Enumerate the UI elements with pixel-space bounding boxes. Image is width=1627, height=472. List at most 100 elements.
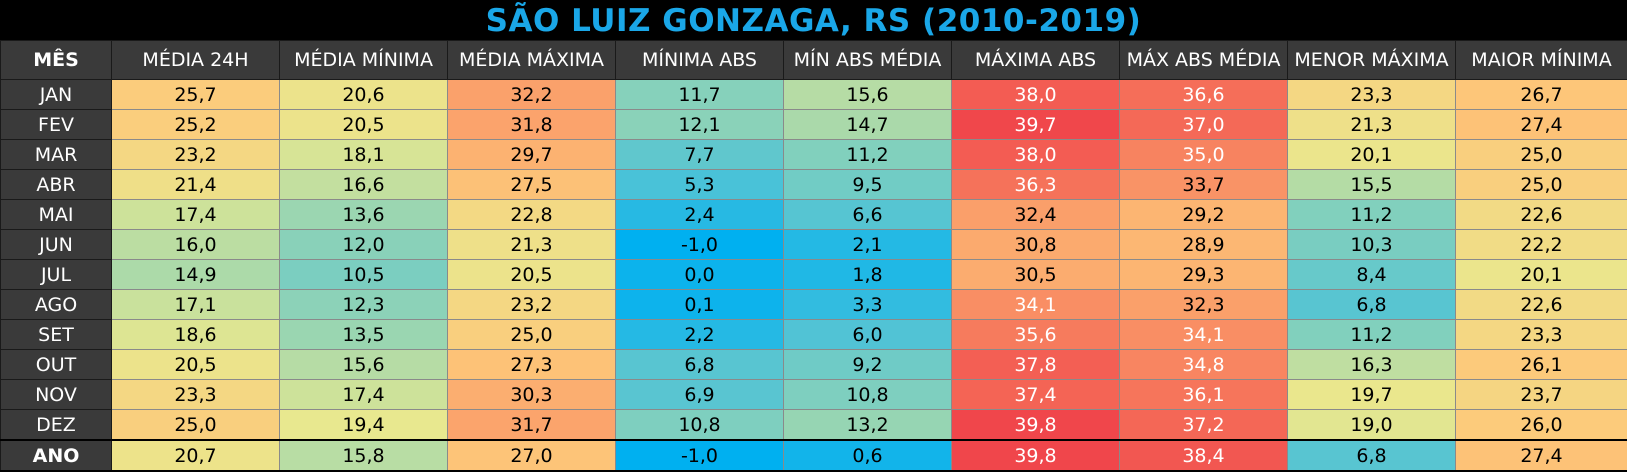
data-cell: 32,3: [1120, 290, 1288, 320]
data-cell: 6,6: [784, 200, 952, 230]
data-cell: 25,0: [448, 320, 616, 350]
data-cell: 22,8: [448, 200, 616, 230]
data-cell: 25,7: [112, 80, 280, 110]
data-cell: 25,0: [112, 410, 280, 441]
data-cell: 39,7: [952, 110, 1120, 140]
data-cell: 7,7: [616, 140, 784, 170]
data-cell: 27,4: [1456, 440, 1627, 471]
data-cell: 10,8: [784, 380, 952, 410]
data-cell: 6,8: [1288, 290, 1456, 320]
data-cell: 20,1: [1288, 140, 1456, 170]
data-cell: 13,6: [280, 200, 448, 230]
data-cell: 21,4: [112, 170, 280, 200]
data-cell: 27,5: [448, 170, 616, 200]
column-header: MENOR MÁXIMA: [1288, 41, 1456, 80]
data-cell: 23,7: [1456, 380, 1627, 410]
data-cell: 23,3: [1456, 320, 1627, 350]
data-cell: 37,2: [1120, 410, 1288, 441]
data-cell: 34,1: [1120, 320, 1288, 350]
data-cell: 5,3: [616, 170, 784, 200]
row-label: JUL: [1, 260, 112, 290]
data-cell: 16,0: [112, 230, 280, 260]
data-cell: 21,3: [448, 230, 616, 260]
data-cell: 36,6: [1120, 80, 1288, 110]
data-cell: 29,2: [1120, 200, 1288, 230]
data-cell: 17,4: [112, 200, 280, 230]
data-cell: 35,0: [1120, 140, 1288, 170]
data-cell: 11,2: [784, 140, 952, 170]
data-cell: 11,7: [616, 80, 784, 110]
data-cell: 38,0: [952, 80, 1120, 110]
data-cell: 25,2: [112, 110, 280, 140]
row-label: OUT: [1, 350, 112, 380]
data-cell: 16,6: [280, 170, 448, 200]
data-cell: 12,1: [616, 110, 784, 140]
column-header: MÊS: [1, 41, 112, 80]
column-header: MÍNIMA ABS: [616, 41, 784, 80]
column-header: MÉDIA MÁXIMA: [448, 41, 616, 80]
data-cell: 32,2: [448, 80, 616, 110]
data-cell: 12,3: [280, 290, 448, 320]
data-cell: 2,4: [616, 200, 784, 230]
data-cell: 21,3: [1288, 110, 1456, 140]
data-cell: 23,2: [112, 140, 280, 170]
column-header: MÉDIA 24H: [112, 41, 280, 80]
data-cell: 33,7: [1120, 170, 1288, 200]
data-cell: 32,4: [952, 200, 1120, 230]
data-cell: 0,1: [616, 290, 784, 320]
data-cell: 0,0: [616, 260, 784, 290]
column-header: MAIOR MÍNIMA: [1456, 41, 1627, 80]
data-cell: 20,5: [280, 110, 448, 140]
data-cell: 9,2: [784, 350, 952, 380]
data-cell: 13,2: [784, 410, 952, 441]
data-cell: 10,8: [616, 410, 784, 441]
data-cell: 20,5: [112, 350, 280, 380]
data-cell: 11,2: [1288, 200, 1456, 230]
row-label: SET: [1, 320, 112, 350]
data-cell: 27,0: [448, 440, 616, 471]
data-cell: 37,4: [952, 380, 1120, 410]
data-cell: 25,0: [1456, 140, 1627, 170]
data-cell: 15,6: [280, 350, 448, 380]
data-cell: 20,1: [1456, 260, 1627, 290]
row-label: MAI: [1, 200, 112, 230]
data-cell: 18,1: [280, 140, 448, 170]
data-cell: 28,9: [1120, 230, 1288, 260]
data-cell: 30,5: [952, 260, 1120, 290]
row-label: DEZ: [1, 410, 112, 441]
data-cell: 29,3: [1120, 260, 1288, 290]
data-cell: 39,8: [952, 410, 1120, 441]
data-cell: 23,2: [448, 290, 616, 320]
data-cell: 10,3: [1288, 230, 1456, 260]
data-cell: 26,7: [1456, 80, 1627, 110]
data-cell: 19,7: [1288, 380, 1456, 410]
data-cell: 13,5: [280, 320, 448, 350]
data-cell: 14,9: [112, 260, 280, 290]
data-cell: 35,6: [952, 320, 1120, 350]
data-cell: 9,5: [784, 170, 952, 200]
data-cell: 2,1: [784, 230, 952, 260]
row-label: JUN: [1, 230, 112, 260]
column-header: MÁXIMA ABS: [952, 41, 1120, 80]
data-cell: 37,8: [952, 350, 1120, 380]
data-cell: 34,1: [952, 290, 1120, 320]
data-cell: 22,6: [1456, 200, 1627, 230]
column-header: MÁX ABS MÉDIA: [1120, 41, 1288, 80]
data-cell: 25,0: [1456, 170, 1627, 200]
data-cell: 22,6: [1456, 290, 1627, 320]
data-cell: 26,0: [1456, 410, 1627, 441]
data-cell: 38,4: [1120, 440, 1288, 471]
data-cell: 17,1: [112, 290, 280, 320]
chart-title: SÃO LUIZ GONZAGA, RS (2010-2019): [0, 0, 1627, 40]
data-cell: 31,8: [448, 110, 616, 140]
data-cell: 34,8: [1120, 350, 1288, 380]
